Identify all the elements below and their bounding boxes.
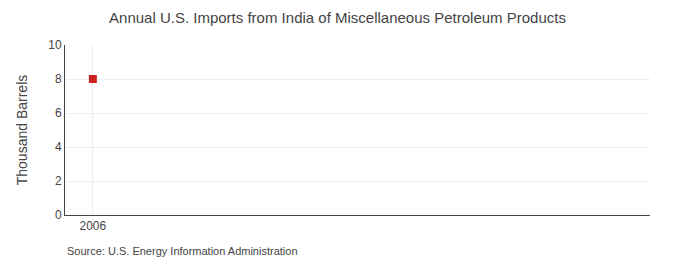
svg-text:0: 0 xyxy=(55,208,62,222)
svg-text:2: 2 xyxy=(55,174,62,188)
svg-text:Source: U.S. Energy Informatio: Source: U.S. Energy Information Administ… xyxy=(67,245,298,257)
svg-text:4: 4 xyxy=(55,140,62,154)
svg-text:10: 10 xyxy=(48,38,62,52)
svg-text:Annual U.S. Imports from India: Annual U.S. Imports from India of Miscel… xyxy=(109,9,566,26)
svg-text:Thousand Barrels: Thousand Barrels xyxy=(14,75,30,186)
svg-text:8: 8 xyxy=(55,72,62,86)
svg-text:6: 6 xyxy=(55,106,62,120)
svg-text:2006: 2006 xyxy=(80,219,107,233)
